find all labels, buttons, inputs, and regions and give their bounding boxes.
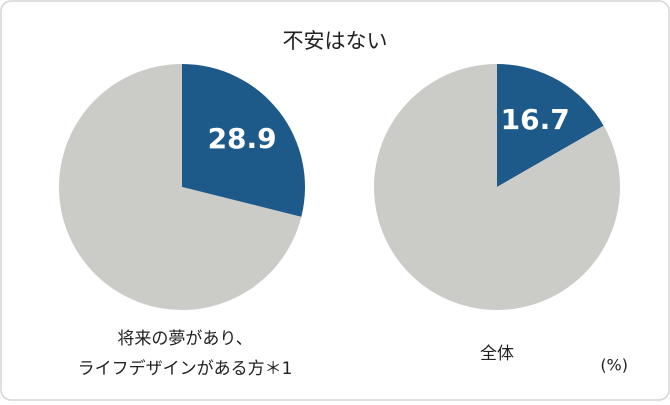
pie-label: ライフデザインがある方＊1 xyxy=(78,358,293,379)
pie-label: 全体 xyxy=(480,344,514,364)
pie-slice xyxy=(58,64,302,311)
unit-label: (%) xyxy=(600,356,628,375)
pie-label: 将来の夢があり、 xyxy=(117,329,252,349)
chart-title: 不安はない xyxy=(283,29,388,53)
pie-slice xyxy=(374,64,620,311)
pie-slice xyxy=(497,64,604,187)
pie-slice xyxy=(182,64,305,217)
data-label: 16.7 xyxy=(501,103,570,136)
data-label: 28.9 xyxy=(208,122,277,155)
